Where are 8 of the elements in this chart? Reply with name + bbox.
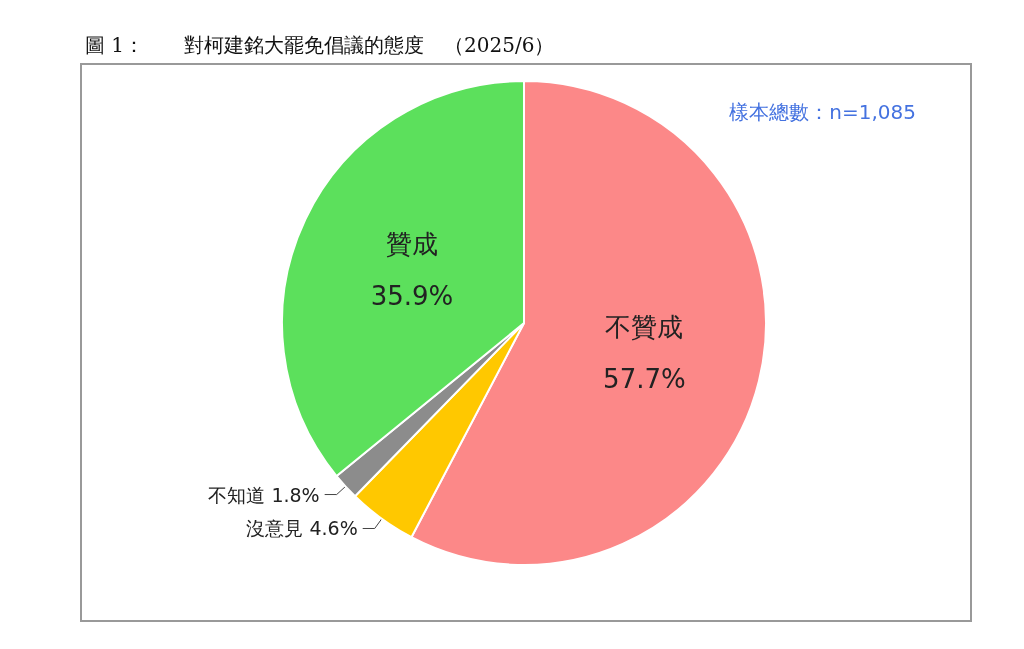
data-label: 35.9% bbox=[370, 280, 454, 311]
slice-label: 沒意見 4.6% bbox=[246, 517, 358, 540]
text: 樣本總數：n=1,085 bbox=[729, 100, 917, 124]
chart-title: 圖 1： 對柯建銘大罷免倡議的態度 （2025/6） bbox=[85, 33, 555, 57]
slice-label: 不知道 1.8% bbox=[208, 483, 320, 506]
data-label: 57.7% bbox=[603, 363, 686, 394]
slice-label: 贊成 bbox=[385, 228, 438, 259]
slice-label: 不贊成 bbox=[605, 311, 684, 342]
